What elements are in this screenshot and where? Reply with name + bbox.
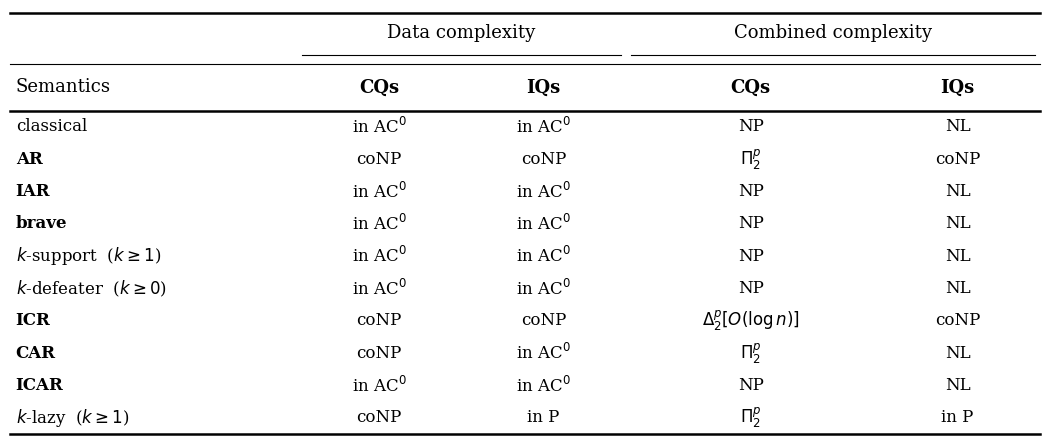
Text: $\Delta_2^p[O(\log n)]$: $\Delta_2^p[O(\log n)]$ xyxy=(702,308,799,334)
Text: CQs: CQs xyxy=(730,78,770,97)
Text: coNP: coNP xyxy=(935,312,980,330)
Text: IQs: IQs xyxy=(527,78,561,97)
Text: in AC$^0$: in AC$^0$ xyxy=(352,279,407,299)
Text: $k$-support  ($k \geq 1$): $k$-support ($k \geq 1$) xyxy=(16,245,161,267)
Text: ICR: ICR xyxy=(16,312,50,330)
Text: in AC$^0$: in AC$^0$ xyxy=(352,214,407,234)
Text: in AC$^0$: in AC$^0$ xyxy=(516,214,572,234)
Text: $k$-defeater  ($k \geq 0$): $k$-defeater ($k \geq 0$) xyxy=(16,279,166,299)
Text: $\Pi_2^p$: $\Pi_2^p$ xyxy=(740,341,762,366)
Text: Semantics: Semantics xyxy=(16,78,111,97)
Text: CAR: CAR xyxy=(16,345,55,362)
Text: IAR: IAR xyxy=(16,183,50,200)
Text: in AC$^0$: in AC$^0$ xyxy=(516,279,572,299)
Text: $k$-lazy  ($k \geq 1$): $k$-lazy ($k \geq 1$) xyxy=(16,407,130,429)
Text: coNP: coNP xyxy=(521,312,566,330)
Text: coNP: coNP xyxy=(356,151,402,168)
Text: Data complexity: Data complexity xyxy=(388,23,536,42)
Text: in AC$^0$: in AC$^0$ xyxy=(516,182,572,202)
Text: NP: NP xyxy=(738,215,764,233)
Text: NL: NL xyxy=(945,280,971,297)
Text: in AC$^0$: in AC$^0$ xyxy=(516,343,572,363)
Text: $\Pi_2^p$: $\Pi_2^p$ xyxy=(740,147,762,172)
Text: in AC$^0$: in AC$^0$ xyxy=(516,117,572,137)
Text: in AC$^0$: in AC$^0$ xyxy=(352,246,407,266)
Text: NP: NP xyxy=(738,118,764,136)
Text: classical: classical xyxy=(16,118,87,136)
Text: in AC$^0$: in AC$^0$ xyxy=(352,182,407,202)
Text: brave: brave xyxy=(16,215,67,233)
Text: NL: NL xyxy=(945,345,971,362)
Text: CQs: CQs xyxy=(359,78,399,97)
Text: in AC$^0$: in AC$^0$ xyxy=(516,246,572,266)
Text: coNP: coNP xyxy=(356,409,402,427)
Text: NP: NP xyxy=(738,183,764,200)
Text: in P: in P xyxy=(942,409,974,427)
Text: coNP: coNP xyxy=(521,151,566,168)
Text: NP: NP xyxy=(738,377,764,394)
Text: IQs: IQs xyxy=(940,78,975,97)
Text: NL: NL xyxy=(945,118,971,136)
Text: coNP: coNP xyxy=(356,345,402,362)
Text: $\Pi_2^p$: $\Pi_2^p$ xyxy=(740,405,762,431)
Text: in AC$^0$: in AC$^0$ xyxy=(516,376,572,396)
Text: in AC$^0$: in AC$^0$ xyxy=(352,117,407,137)
Text: NL: NL xyxy=(945,215,971,233)
Text: AR: AR xyxy=(16,151,43,168)
Text: coNP: coNP xyxy=(935,151,980,168)
Text: NP: NP xyxy=(738,280,764,297)
Text: coNP: coNP xyxy=(356,312,402,330)
Text: NP: NP xyxy=(738,248,764,265)
Text: NL: NL xyxy=(945,377,971,394)
Text: in AC$^0$: in AC$^0$ xyxy=(352,376,407,396)
Text: in P: in P xyxy=(528,409,560,427)
Text: Combined complexity: Combined complexity xyxy=(734,23,932,42)
Text: NL: NL xyxy=(945,183,971,200)
Text: NL: NL xyxy=(945,248,971,265)
Text: ICAR: ICAR xyxy=(16,377,64,394)
